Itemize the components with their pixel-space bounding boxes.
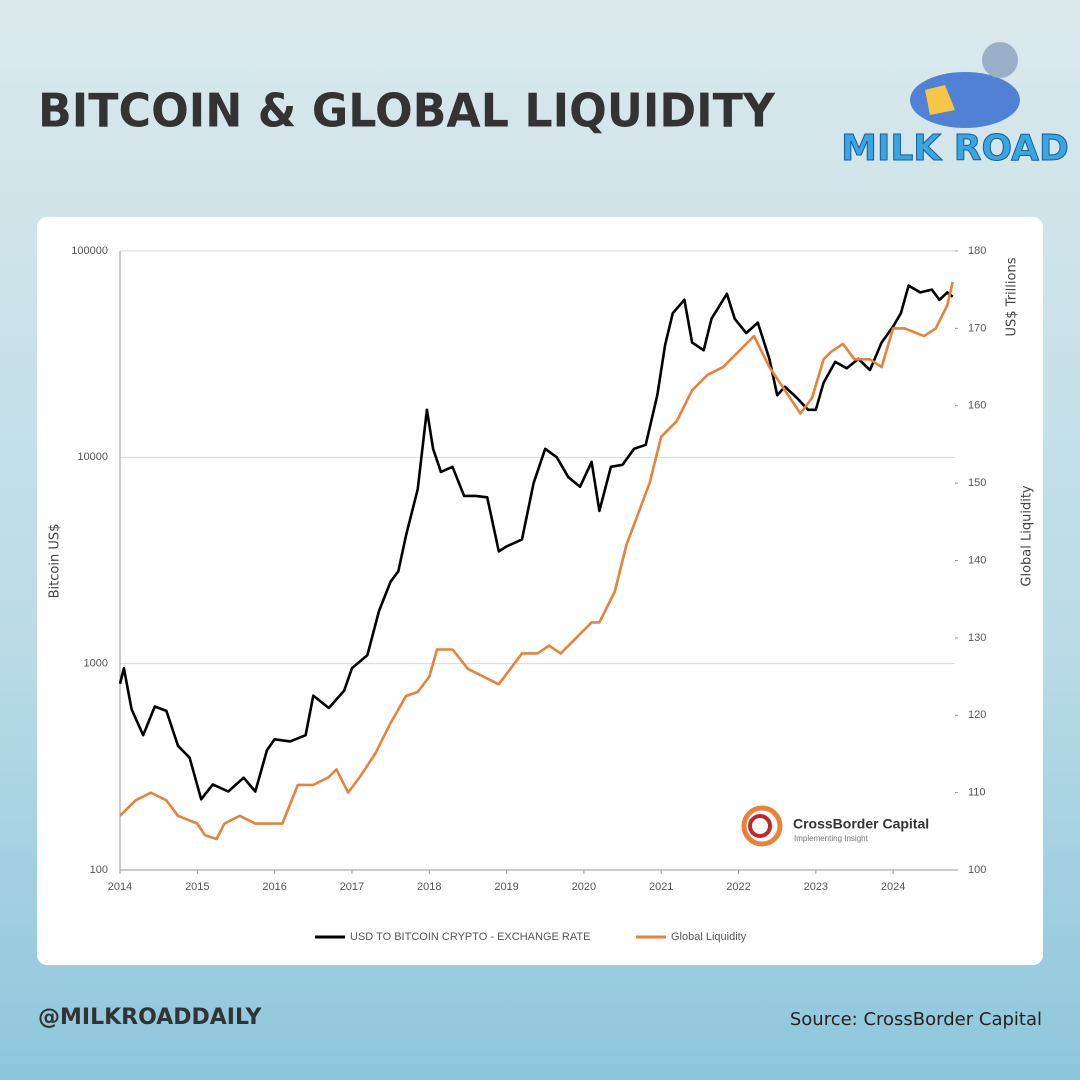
handle: @MILKROADDAILY [38,1005,263,1030]
x-tick-label: 2019 [494,881,518,893]
logo: MILK ROAD [841,42,1069,170]
y2-tick-label: 110 [968,787,986,799]
watermark-name: CrossBorder Capital [793,816,929,832]
y2-tick-label: 180 [968,245,986,257]
x-tick-label: 2020 [572,881,596,893]
y-axis-label: Bitcoin US$ [48,524,63,599]
y-tick-label: 100 [90,864,108,876]
legend-label: Global Liquidity [671,931,747,943]
y-tick-label: 100000 [71,245,108,257]
chart-card [37,217,1043,965]
watermark: CrossBorder Capital Implementing Insight [741,805,929,847]
y-tick-label: 10000 [77,451,108,463]
x-tick-label: 2014 [108,881,132,893]
x-tick-label: 2023 [804,881,828,893]
y2-tick-label: 130 [968,632,986,644]
page-title: BITCOIN & GLOBAL LIQUIDITY [38,84,776,138]
series-line [118,284,954,801]
y2-tick-label: 150 [968,477,986,489]
y2-tick-label: 140 [968,554,986,566]
x-tick-label: 2015 [185,881,209,893]
y2-axis-label: Global Liquidity [1020,485,1035,587]
series-line [119,281,954,841]
legend-label: USD TO BITCOIN CRYPTO - EXCHANGE RATE [350,931,590,943]
x-tick-label: 2018 [417,881,441,893]
logo-text: MILK ROAD [841,128,1069,169]
x-tick-label: 2021 [649,881,673,893]
y2-tick-label: 170 [968,322,986,334]
x-tick-label: 2017 [340,881,364,893]
x-tick-label: 2024 [881,881,905,893]
y2-tick-label: 160 [968,400,986,412]
y2-tick-label: 120 [968,709,986,721]
y2-unit-label: US$ Trillions [1005,257,1020,336]
y2-tick-label: 100 [968,864,986,876]
watermark-tagline: Implementing Insight [794,834,869,843]
x-tick-label: 2022 [726,881,750,893]
x-tick-label: 2016 [262,881,286,893]
source: Source: CrossBorder Capital [790,1009,1042,1030]
y-tick-label: 1000 [84,658,108,670]
